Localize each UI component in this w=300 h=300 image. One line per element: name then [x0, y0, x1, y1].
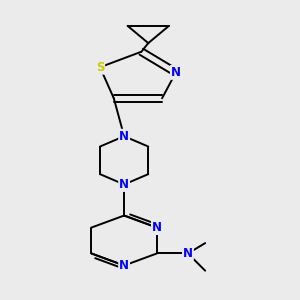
- Text: N: N: [119, 130, 129, 143]
- Text: N: N: [119, 178, 129, 191]
- Text: N: N: [119, 259, 129, 272]
- Text: N: N: [171, 66, 181, 79]
- Text: N: N: [152, 221, 162, 234]
- Text: S: S: [96, 61, 104, 74]
- Text: N: N: [183, 247, 193, 260]
